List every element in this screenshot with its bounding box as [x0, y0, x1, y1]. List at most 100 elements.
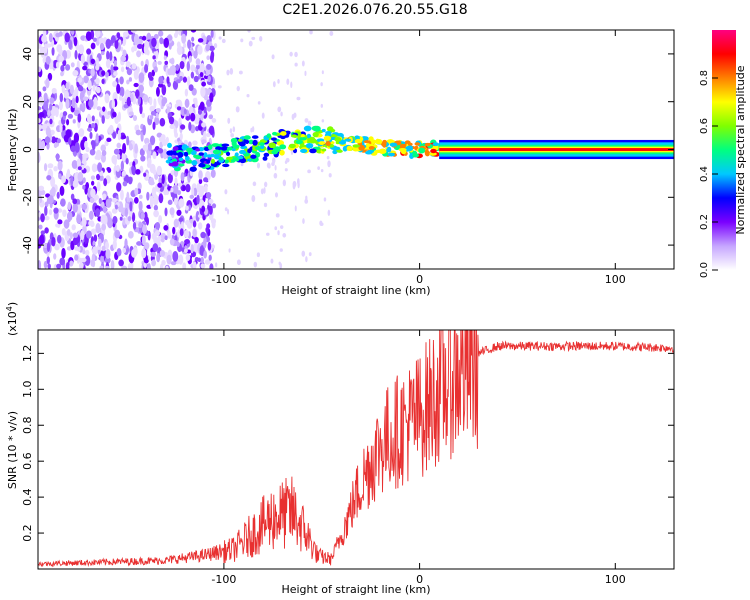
spectrogram-noise-mark	[157, 60, 162, 65]
spectrogram-noise-mark	[122, 31, 129, 38]
spectrogram-noise-mark	[68, 137, 72, 146]
spectrogram-noise-mark	[190, 112, 196, 122]
spectrogram-noise-mark	[134, 143, 138, 154]
spectrogram-noise-mark	[151, 37, 157, 48]
spectrogram-noise-mark	[197, 109, 203, 115]
spectrogram-noise-mark	[210, 53, 214, 63]
spectrogram-trace-mark	[333, 146, 341, 151]
spectrogram-trace-mark	[191, 160, 198, 166]
spectrogram-noise-mark	[110, 64, 114, 75]
spectrogram-noise-mark	[41, 140, 46, 150]
spectrogram-noise-mark	[221, 38, 226, 44]
spectrogram-noise-mark	[111, 154, 117, 165]
spectrogram-trace-mark	[177, 151, 184, 158]
spectrogram-noise-mark	[147, 157, 152, 167]
spectrogram-noise-mark	[163, 55, 167, 61]
spectrogram-noise-mark	[178, 198, 185, 208]
spectrogram-trace-mark	[405, 145, 414, 152]
spectrogram-noise-mark	[59, 92, 64, 103]
spectrogram-noise-mark	[121, 134, 127, 140]
spectrogram-noise-mark	[77, 166, 82, 171]
colorbar-tick-label: 0.6	[699, 118, 710, 134]
spectrogram-axes: -100 0 100 40 20 0 -20 -40	[21, 30, 674, 286]
spectrogram-trace-mark	[240, 145, 248, 150]
spectrogram-noise-mark	[101, 78, 105, 85]
spectrogram-noise-mark	[82, 184, 86, 190]
spectrogram-trace-mark	[248, 139, 254, 145]
spectrogram-noise-mark	[179, 228, 184, 237]
spectrogram-noise-mark	[292, 182, 296, 190]
spectrogram-noise-mark	[67, 201, 72, 211]
spectrogram-noise-mark	[272, 81, 276, 88]
spectrogram-noise-mark	[190, 64, 196, 72]
spectrogram-noise-mark	[38, 112, 45, 118]
spectrogram-trace-mark	[243, 135, 251, 140]
spectrogram-noise-mark	[95, 77, 100, 85]
spectrogram-trace-mark	[288, 143, 296, 149]
spectrogram-noise-mark	[186, 75, 191, 87]
spectrogram-noise-mark	[51, 47, 55, 56]
spectrogram-noise-mark	[50, 176, 56, 188]
spectrogram-noise-mark	[294, 205, 297, 212]
spectrogram-trace-mark	[368, 145, 375, 150]
spectrogram-noise-mark	[74, 141, 80, 153]
spectrogram-noise-mark	[206, 132, 211, 138]
spectrogram-noise-mark	[140, 155, 146, 162]
spectrogram-noise-mark	[44, 227, 49, 234]
spectrogram-noise-mark	[270, 258, 274, 264]
spectrogram-noise-mark	[101, 115, 105, 124]
spectrogram-noise-mark	[66, 211, 73, 222]
spectrogram-noise-mark	[90, 175, 96, 180]
spectrogram-noise-mark	[296, 178, 300, 185]
spectrogram-noise-mark	[77, 171, 84, 182]
spectrogram-noise-mark	[260, 188, 264, 195]
spectrogram-noise-mark	[247, 30, 251, 33]
spectrogram-noise-mark	[70, 193, 75, 201]
spectrogram-noise-mark	[126, 79, 130, 85]
spectrogram-trace-mark	[418, 147, 426, 154]
spectrogram-noise-mark	[133, 82, 139, 88]
spectrogram-noise-mark	[186, 61, 190, 72]
spectrogram-noise-mark	[327, 209, 331, 216]
spectrogram-noise-mark	[176, 209, 182, 216]
spectrogram-noise-mark	[256, 162, 261, 169]
spectrogram-noise-mark	[232, 126, 236, 133]
spectrogram-noise-mark	[153, 204, 159, 211]
spectrogram-noise-mark	[38, 152, 41, 163]
spectrogram-noise-mark	[38, 66, 42, 73]
spectrogram-noise-mark	[280, 111, 283, 117]
spectrogram-noise-mark	[201, 139, 207, 144]
spectrogram-trace-mark	[212, 149, 221, 155]
spectrogram-trace-mark	[166, 150, 174, 156]
spectrogram-noise-mark	[117, 129, 121, 141]
spectrogram-noise-mark	[182, 262, 187, 269]
spectrogram-noise-mark	[45, 78, 50, 89]
spectrogram-noise-mark	[139, 104, 143, 115]
spectrogram-trace-mark	[399, 143, 406, 150]
spectrogram-noise-mark	[153, 209, 159, 218]
spectrogram-noise-mark	[97, 238, 102, 247]
spectrogram-trace-mark	[354, 138, 363, 144]
spectrogram-noise-mark	[277, 79, 280, 84]
spectrogram-noise-mark	[207, 75, 211, 83]
spectrogram-noise-mark	[200, 263, 206, 269]
spectrogram-noise-mark	[72, 119, 76, 124]
spectrogram-noise-mark	[66, 118, 70, 126]
spectrogram-trace-mark	[371, 140, 376, 145]
spectrogram-noise-mark	[157, 147, 164, 154]
spectrogram-noise-mark	[38, 185, 45, 191]
spectrogram-noise-mark	[100, 153, 106, 163]
spectrogram-noise-mark	[70, 145, 76, 153]
spectrogram-noise-mark	[173, 218, 179, 228]
spectrogram-noise-mark	[199, 101, 205, 112]
spectrogram-noise-mark	[92, 84, 96, 92]
spectrogram-noise-mark	[201, 205, 206, 213]
spectrogram-trace-mark	[203, 152, 208, 158]
spectrogram-noise-mark	[174, 177, 178, 186]
spectrogram-noise-mark	[304, 198, 309, 204]
spectrogram-noise-mark	[61, 84, 66, 94]
spectrogram-noise-mark	[182, 43, 187, 48]
spectrogram-noise-mark	[53, 207, 59, 214]
spectrogram-noise-mark	[195, 64, 200, 70]
spectrogram-noise-mark	[89, 210, 94, 221]
